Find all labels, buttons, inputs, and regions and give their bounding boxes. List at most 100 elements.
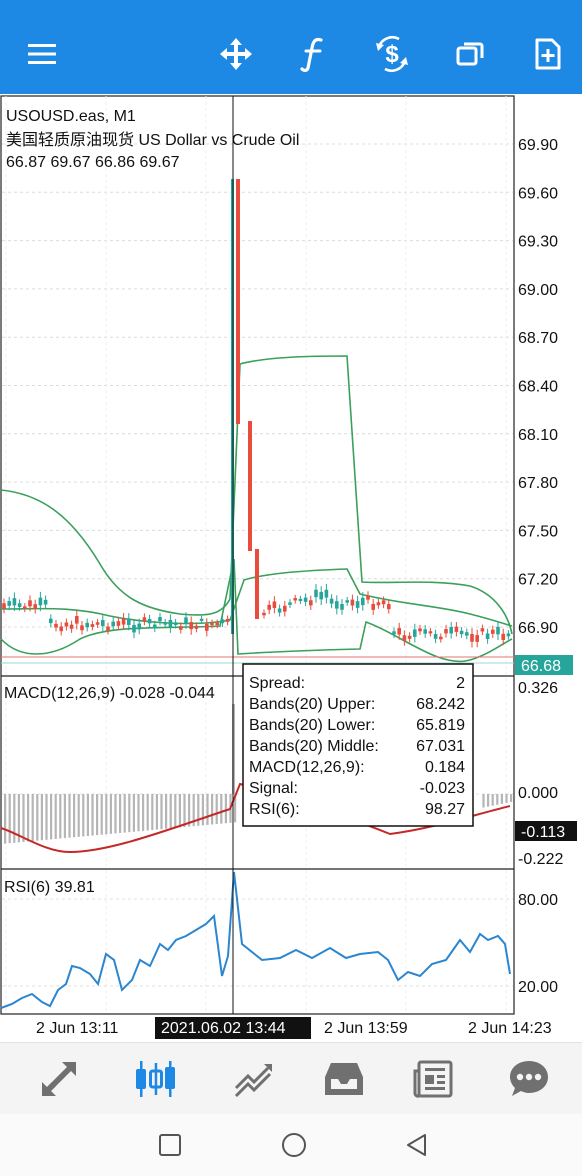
macd-bar [45,794,48,840]
candle-body [439,636,443,640]
tooltip-label: Bands(20) Lower: [249,717,375,734]
tooltip-label: RSI(6): [249,801,300,818]
recents-icon[interactable] [153,1128,187,1162]
rsi-tick-20: 20.00 [518,979,558,996]
candle-body [127,618,131,626]
candle-body [361,597,365,606]
candle-body [95,622,100,625]
chart-area[interactable]: USOUSD.eas, M1 美国轻质原油现货 US Dollar vs Cru… [0,94,582,1042]
macd-bar [77,794,80,837]
candle-body [69,624,74,629]
tooltip-label: Bands(20) Middle: [249,738,379,755]
candle-body [314,589,318,598]
macd-bar [22,794,25,842]
macd-bar [27,794,30,842]
macd-tick-bottom: -0.222 [518,851,563,868]
macd-bar [40,794,43,841]
candle-body [80,625,84,631]
chart-nav-icon[interactable] [130,1055,182,1103]
macd-bar [137,794,140,832]
windows-icon[interactable] [450,34,490,74]
candle-body [64,622,69,627]
macd-bar [8,794,11,844]
bottom-navigation [0,1042,582,1114]
tooltip-label: Spread: [249,675,305,692]
macd-bar [59,794,62,839]
candle-body [168,619,173,628]
macd-bar [100,794,103,835]
macd-bar [132,794,135,832]
candle-body [459,630,464,635]
price-tick-label: 68.10 [518,427,558,444]
macd-current-badge [515,821,577,841]
time-label-1: 2 Jun 13:11 [36,1020,119,1037]
tooltip-value: 98.27 [425,801,465,818]
macd-bar [188,794,191,827]
macd-bar [86,794,89,836]
tooltip-label: Bands(20) Upper: [249,696,375,713]
candle-body [142,617,147,622]
macd-current: -0.113 [521,824,565,841]
candle-body [116,621,121,626]
svg-text:$: $ [385,41,399,68]
messages-icon[interactable] [503,1055,555,1103]
quotes-icon[interactable] [33,1055,85,1103]
candle-body [501,633,505,641]
candle-body [194,625,199,629]
candle-body [433,634,438,639]
price-tick-label: 67.50 [518,523,558,540]
macd-bar [123,794,126,833]
macd-pane [0,704,513,854]
candle-body [397,628,401,635]
news-icon[interactable] [408,1055,460,1103]
candle-body [90,624,95,627]
candle-body [173,622,178,626]
candle-body [75,616,79,624]
price-tick-label: 69.30 [518,234,558,251]
macd-tick-top: 0.326 [518,680,558,697]
candle-body [121,618,126,625]
candle-drop [255,549,259,619]
candle-body [106,626,110,631]
current-price: 66.68 [521,658,561,675]
price-tick-label: 68.70 [518,330,558,347]
price-tick-label: 67.20 [518,572,558,589]
chart-svg[interactable]: USOUSD.eas, M1 美国轻质原油现货 US Dollar vs Cru… [0,94,582,1042]
candle-body [33,604,37,610]
history-icon[interactable] [318,1055,370,1103]
price-tick-label: 69.90 [518,137,558,154]
candle-body [210,622,214,626]
back-icon[interactable] [400,1128,434,1162]
current-price-badge [515,655,573,675]
macd-bar [4,794,7,844]
macd-bar [197,794,200,826]
tooltip-value: 2 [456,675,465,692]
indicators-icon[interactable] [294,34,334,74]
candle-body [345,600,349,603]
candle-body [324,589,329,598]
trade-nav-icon[interactable] [227,1055,279,1103]
home-icon[interactable] [277,1128,311,1162]
candle-body [7,601,11,606]
band-lower [0,558,513,663]
macd-bar [169,794,172,829]
candle-body [309,600,313,606]
candle-body [485,633,490,640]
macd-bar [119,794,122,833]
menu-icon[interactable] [22,34,62,74]
trade-icon[interactable]: $ [372,34,412,74]
macd-bar [13,794,16,843]
candle-body [17,603,22,607]
macd-bar [31,794,34,842]
candle-body [272,601,277,609]
candle-body [475,635,479,642]
symbol-label: USOUSD.eas, M1 [6,108,136,125]
macd-bar [155,794,158,830]
candle-body [153,624,157,629]
new-order-icon[interactable] [528,34,568,74]
candle-body [49,618,53,624]
macd-bar [54,794,57,839]
crosshair-icon[interactable] [216,34,256,74]
macd-bar [82,794,85,837]
price-tick-label: 69.00 [518,282,558,299]
